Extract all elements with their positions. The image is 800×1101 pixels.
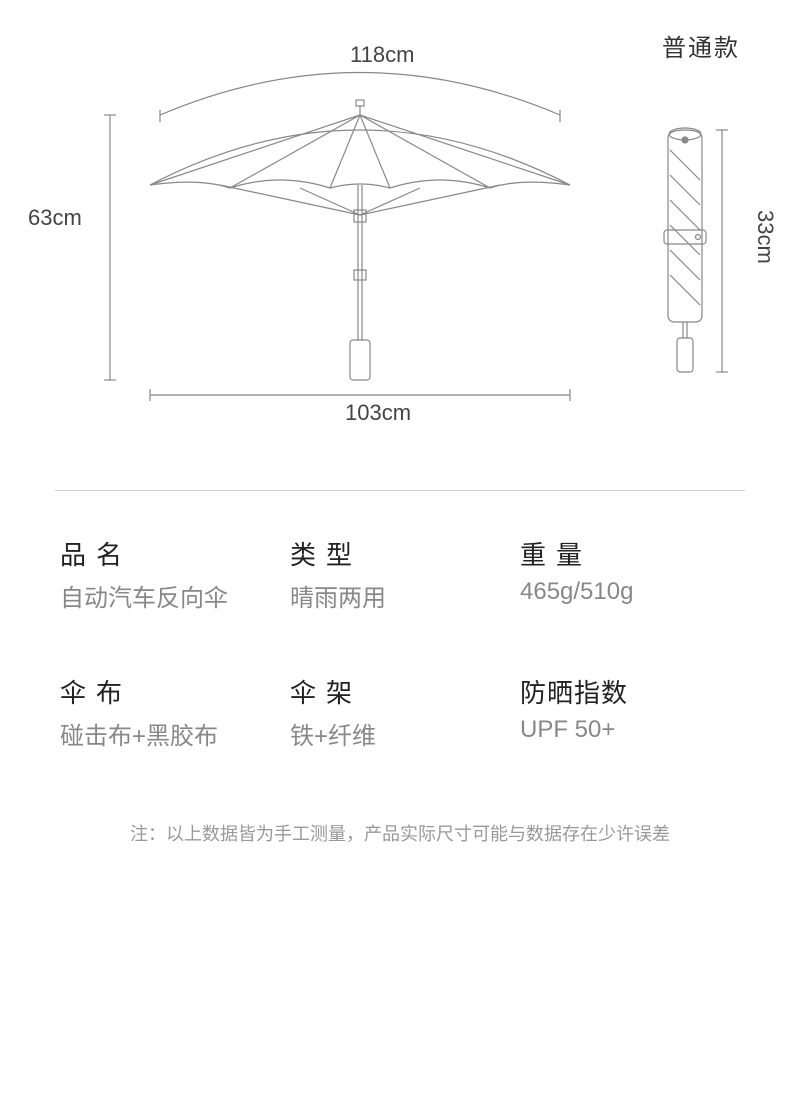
spec-label: 品名 [60,535,290,572]
spec-label: 防晒指数 [520,673,750,710]
spec-value: 465g/510g [520,578,750,606]
spec-label: 类型 [290,535,520,572]
spec-item: 类型 晴雨两用 [290,535,520,613]
spec-value: 晴雨两用 [290,578,520,613]
spec-item: 伞架 铁+纤维 [290,673,520,751]
spec-value: UPF 50+ [520,716,750,744]
spec-value: 铁+纤维 [290,716,520,751]
diagram-area: 普通款 118cm 63cm 103cm 33cm [0,0,800,450]
spec-label: 重量 [520,535,750,572]
spec-label: 伞布 [60,673,290,710]
spec-value: 碰击布+黑胶布 [60,716,290,751]
specs-row: 品名 自动汽车反向伞 类型 晴雨两用 重量 465g/510g [60,535,750,613]
folded-dimension: 33cm [752,210,778,264]
spec-label: 伞架 [290,673,520,710]
spec-value: 自动汽车反向伞 [60,578,290,613]
specs-table: 品名 自动汽车反向伞 类型 晴雨两用 重量 465g/510g 伞布 碰击布+黑… [60,535,750,811]
spec-item: 防晒指数 UPF 50+ [520,673,750,751]
specs-row: 伞布 碰击布+黑胶布 伞架 铁+纤维 防晒指数 UPF 50+ [60,673,750,751]
spec-item: 伞布 碰击布+黑胶布 [60,673,290,751]
spec-item: 品名 自动汽车反向伞 [60,535,290,613]
divider [55,490,745,491]
height-dimension: 63cm [28,205,82,231]
variant-label: 普通款 [662,28,740,63]
spec-item: 重量 465g/510g [520,535,750,613]
umbrella-open-diagram [100,60,620,420]
umbrella-folded-diagram [650,120,740,380]
measurement-note: 注：以上数据皆为手工测量，产品实际尺寸可能与数据存在少许误差 [0,820,800,846]
